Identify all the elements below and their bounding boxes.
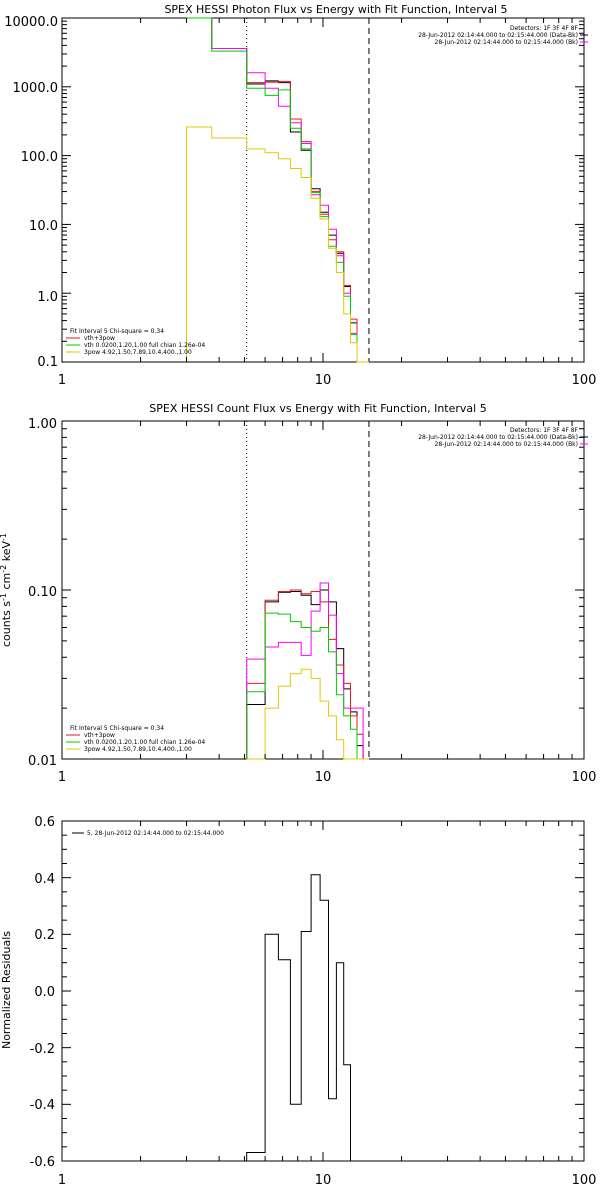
photon-xtick-100: 100 [572,373,597,388]
count-ticks-group [61,420,585,760]
residuals-ytick-neg0.4: -0.4 [30,1098,55,1113]
photon-series-black [186,17,369,363]
photon-header-bk: 28-Jun-2012 02:14:44.000 to 02:15:44.000… [435,39,578,46]
residuals-plot-frame [61,820,585,1162]
photon-ytick-1000.0: 1000.0 [13,81,59,96]
count-header-detectors: Detectors: 1F 3F 4F 8F [510,427,579,434]
residuals-ticks-group [61,820,585,1162]
count-legend-vth: vth 0.0200,1.20,1.00 full chian 1.26e-04 [84,739,205,746]
photon-series-magenta [186,17,369,363]
residuals-ytick-neg0.2: -0.2 [30,1042,55,1057]
count-legend-vth3pow: vth+3pow [84,732,115,739]
residuals-ytick-neg0.6: -0.6 [30,1155,55,1170]
photon-header-databk: 28-Jun-2012 02:14:44.000 to 02:15:44.000… [418,32,578,39]
photon-legend-fit: Fit Interval 5 Chi-square = 0.34 [70,328,164,335]
count-ytick-0.01: 0.01 [28,754,57,769]
photon-series-group [186,17,370,363]
residuals-ytick-0.0: 0.0 [34,985,55,1000]
residuals-xtick-1: 1 [58,1173,66,1188]
residuals-panel: 1 10 100 -0.6 -0.4 -0.2 0.0 0.2 0.4 0.6 … [0,815,596,1188]
photon-ticks-group [61,17,585,363]
residuals-xtick-100: 100 [572,1173,597,1188]
count-header-databk: 28-Jun-2012 02:14:44.000 to 02:15:44.000… [418,434,578,441]
photon-ytick-10.0: 10.0 [29,219,58,234]
count-ytick-0.10: 0.10 [28,585,57,600]
count-xtick-100: 100 [572,770,597,785]
photon-legend-3pow: 3pow 4.92,1.50,7.89,10.4,400.,1.00 [84,349,192,356]
photon-ytick-0.1: 0.1 [37,355,58,370]
count-ylabel: counts s-1 cm-2 keV-1 [0,533,13,647]
photon-xtick-1: 1 [58,373,66,388]
count-series-yellow [246,668,369,760]
photon-legend-vth3pow: vth+3pow [84,335,115,342]
photon-ytick-10000.0: 10000.0 [4,15,58,30]
count-header-bk: 28-Jun-2012 02:14:44.000 to 02:15:44.000… [435,441,578,448]
photon-ytick-1.0: 1.0 [37,290,58,305]
residuals-xtick-10: 10 [315,1173,332,1188]
photon-plot-frame [61,17,585,363]
residuals-ytick-0.6: 0.6 [34,815,55,830]
photon-xtick-10: 10 [315,373,332,388]
count-series-green [246,612,369,760]
count-xtick-1: 1 [58,770,66,785]
count-flux-title: SPEX HESSI Count Flux vs Energy with Fit… [149,402,486,415]
count-legend-fit: Fit Interval 5 Chi-square = 0.34 [70,725,164,732]
photon-series-green [186,17,369,363]
residuals-ytick-0.4: 0.4 [34,872,55,887]
count-xtick-10: 10 [315,770,332,785]
residuals-ytick-0.2: 0.2 [34,928,55,943]
photon-flux-title: SPEX HESSI Photon Flux vs Energy with Fi… [164,3,507,16]
count-ytick-1.00: 1.00 [28,417,57,432]
count-flux-panel: SPEX HESSI Count Flux vs Energy with Fit… [0,402,596,785]
count-legend-3pow: 3pow 4.92,1.50,7.89,10.4,400.,1.00 [84,746,192,753]
count-series-magenta [246,582,369,760]
residuals-ylabel: Normalized Residuals [0,931,13,1049]
residuals-series-group [246,874,369,1162]
photon-flux-panel: SPEX HESSI Photon Flux vs Energy with Fi… [4,3,596,388]
count-series-group [246,421,370,760]
photon-series-yellow [186,126,369,363]
photon-series-red [186,17,369,363]
residuals-series-black [246,874,369,1162]
residuals-legend: 5, 28-Jun-2012 02:14:44.000 to 02:15:44.… [87,830,224,837]
photon-legend-vth: vth 0.0200,1.20,1.00 full chian 1.26e-04 [84,342,205,349]
photon-header-detectors: Detectors: 1F 3F 4F 8F [510,25,579,32]
photon-ytick-100.0: 100.0 [21,150,58,165]
